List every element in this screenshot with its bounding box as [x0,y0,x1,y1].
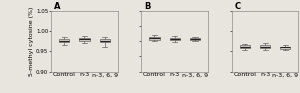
PathPatch shape [100,39,110,42]
Text: A: A [54,2,60,11]
PathPatch shape [170,38,180,40]
PathPatch shape [260,45,270,48]
PathPatch shape [80,38,89,41]
PathPatch shape [149,37,160,40]
PathPatch shape [190,38,200,40]
Text: C: C [234,2,240,11]
PathPatch shape [280,47,290,49]
PathPatch shape [240,45,250,48]
Y-axis label: 5-methyl cytosine (%): 5-methyl cytosine (%) [29,7,34,76]
Text: B: B [144,2,150,11]
PathPatch shape [59,39,69,42]
